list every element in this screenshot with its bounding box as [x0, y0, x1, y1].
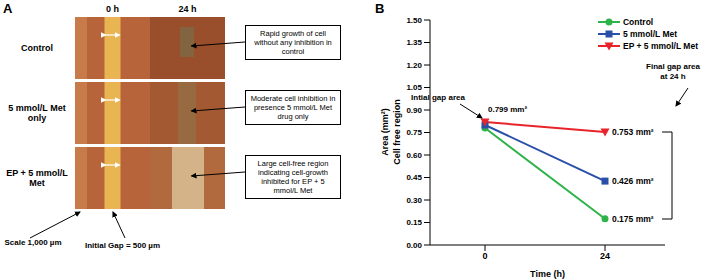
svg-text:B: B — [375, 1, 384, 16]
svg-text:0.45: 0.45 — [406, 173, 422, 182]
svg-text:0 h: 0 h — [106, 4, 119, 14]
svg-text:0.799 mm²: 0.799 mm² — [488, 105, 527, 114]
html-text:Initial Gap = 500 µm: Initial Gap = 500 µm — [85, 241, 161, 250]
svg-text:0.30: 0.30 — [406, 196, 422, 205]
svg-text:Cell free region: Cell free region — [392, 99, 402, 165]
svg-text:Area (mm²): Area (mm²) — [380, 108, 390, 156]
svg-text:0.175 mm²: 0.175 mm² — [612, 214, 654, 224]
html-text:EP + 5 mmol/L Met: EP + 5 mmol/L Met — [6, 168, 68, 188]
svg-text:1.50: 1.50 — [406, 16, 422, 25]
html-text:Final gap area at 24 h: Final gap area at 24 h — [646, 62, 700, 81]
html-text:Moderate cell inhibition in pr: Moderate cell inhibition in presence 5 m… — [250, 94, 336, 121]
svg-text:0.00: 0.00 — [406, 241, 422, 250]
html-text:Rapid growth of cell without a: Rapid growth of cell without any inhibit… — [254, 29, 332, 56]
svg-text:0.753 mm²: 0.753 mm² — [612, 127, 654, 137]
svg-text:0.60: 0.60 — [406, 151, 422, 160]
svg-text:1.05: 1.05 — [406, 83, 422, 92]
svg-text:Time (h): Time (h) — [530, 269, 565, 279]
html-text:Control: Control — [21, 43, 53, 53]
html-text:Large cell-free region indicat: Large cell-free region indicating cell-g… — [257, 159, 329, 195]
svg-text:1.20: 1.20 — [406, 61, 422, 70]
html-text:5 mmol/L Met only: 5 mmol/L Met only — [8, 103, 66, 123]
svg-text:0.426 mm²: 0.426 mm² — [612, 176, 654, 186]
svg-text:0.90: 0.90 — [406, 106, 422, 115]
svg-text:0: 0 — [482, 251, 487, 261]
html-text:EP + 5 mmol/L Met: EP + 5 mmol/L Met — [623, 41, 698, 51]
svg-text:0.15: 0.15 — [406, 218, 422, 227]
html-text:Scale 1,000 µm: Scale 1,000 µm — [4, 238, 62, 247]
svg-text:24: 24 — [600, 251, 610, 261]
svg-text:Intial gap area: Intial gap area — [411, 93, 465, 102]
svg-text:0.75: 0.75 — [406, 128, 422, 137]
svg-text:24 h: 24 h — [178, 4, 196, 14]
svg-text:A: A — [3, 1, 13, 16]
html-text:5 mmol/L Met: 5 mmol/L Met — [623, 29, 678, 39]
html-text:Control: Control — [623, 17, 654, 27]
svg-text:1.35: 1.35 — [406, 38, 422, 47]
